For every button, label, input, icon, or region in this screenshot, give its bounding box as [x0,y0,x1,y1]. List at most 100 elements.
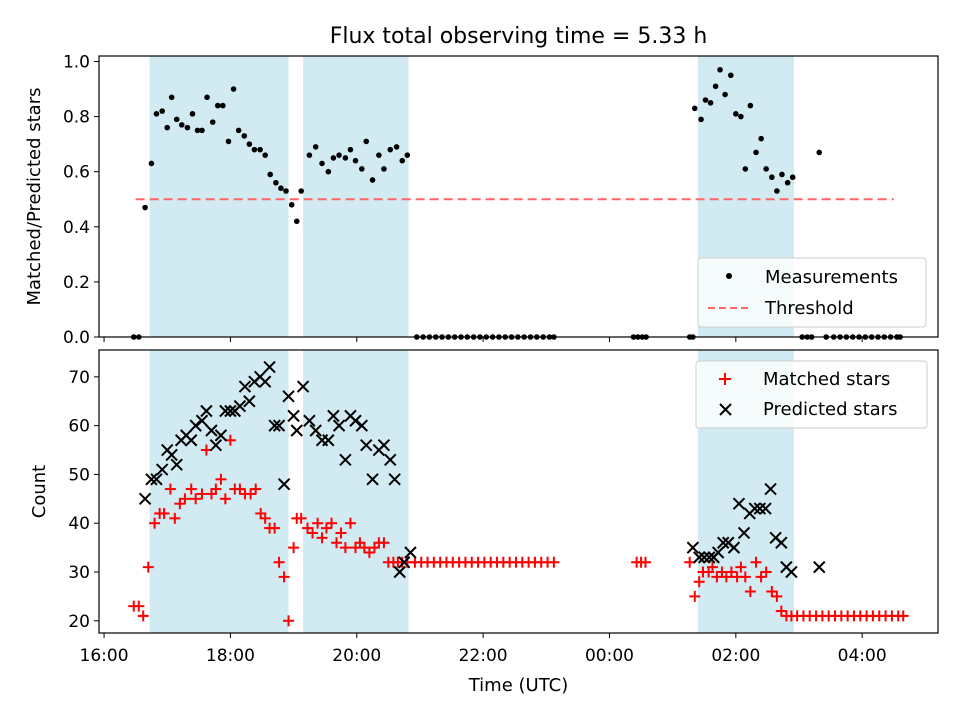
predicted-star-point [296,380,310,393]
measurement-point [747,102,754,109]
predicted-star-point [214,429,228,442]
predicted-star-point [711,546,725,559]
predicted-star-point [209,438,223,452]
measurement-point [230,86,237,92]
matched-star-point [210,483,222,495]
matched-star-point [215,473,227,485]
predicted-star-point [748,502,761,515]
measurement-point [753,149,759,156]
measurement-point [241,133,248,139]
measurement-point [763,166,769,172]
measurement-point [381,166,387,172]
measurement-point [399,157,406,164]
legend-label-threshold: Threshold [764,298,854,319]
predicted-star-point [377,438,391,452]
predicted-star-point [404,546,417,559]
matched-star-point [158,507,170,519]
legend-marker-matched [719,373,731,385]
matched-star-point [219,493,231,505]
legend-marker-predicted [719,403,732,416]
measurement-point [393,144,400,150]
matched-star-point [344,517,356,529]
measurement-point [738,113,744,120]
predicted-star-point [282,390,295,403]
measurement-point [194,127,201,134]
predicted-star-point [277,477,291,491]
bottom-x-tick-label: 00:00 [585,646,634,666]
bottom-plot-frame [98,349,939,634]
measurement-point [702,97,709,103]
measurement-point [733,111,739,117]
x-axis-label: Time (UTC) [468,675,569,696]
measurement-point [336,152,342,158]
matched-star-point [312,517,324,529]
matched-star-point [179,493,191,505]
measurement-point [404,152,411,158]
predicted-star-point [170,458,183,471]
measurement-point [722,91,728,98]
matched-star-point [693,576,705,588]
predicted-star-point [233,399,247,413]
legend-label-measurements: Measurements [765,267,898,288]
measurement-point [774,188,780,194]
top-y-ticks: 0.0 0.2 0.4 0.6 0.8 1.0 [63,53,99,348]
matched-star-point [149,517,161,529]
measurement-point [209,119,216,125]
measurement-point [769,174,775,181]
predicted-star-point [224,404,237,418]
predicted-star-point [243,395,256,408]
predicted-star-point [150,473,163,486]
matched-star-point [142,561,154,573]
measurement-point [779,171,785,178]
predicted-star-point [287,409,300,423]
predicted-star-point [366,473,379,486]
matched-star-point [775,605,787,617]
measurement-point [225,138,232,145]
predicted-star-point [753,502,767,515]
predicted-star-point [145,473,158,486]
measurement-point [342,155,349,161]
predicted-star-point [138,492,152,506]
matched-star-point [706,561,718,573]
matched-star-point [331,537,343,549]
bottom-x-tick-label: 18:00 [206,646,255,666]
measurement-point [278,185,284,192]
predicted-star-point [327,409,340,423]
measurement-point [312,144,319,150]
predicted-star-point [268,419,281,432]
matched-star-point [174,498,186,510]
measurement-point [742,166,749,172]
predicted-star-point [692,551,706,564]
predicted-star-point [200,404,213,418]
top-y-tick-label: 0.6 [63,163,90,183]
matched-star-point [316,532,328,544]
matched-star-point [771,590,783,602]
predicted-star-point [185,434,198,447]
matched-star-point [725,566,737,578]
measurement-point [698,116,704,123]
matched-star-point [320,522,332,534]
measurement-point [293,218,300,225]
predicted-star-point [393,565,406,579]
measurement-point [220,102,226,109]
predicted-star-point [258,375,272,388]
measurement-point [330,155,337,161]
measurement-point [363,138,370,145]
top-x-ticks [103,337,863,342]
measurement-point [707,100,714,106]
matched-star-point [378,537,390,549]
matched-star-point [245,488,257,500]
matched-star-point [720,571,732,583]
bottom-x-tick-label: 04:00 [838,646,887,666]
matched-star-point [295,512,307,524]
matched-star-point [897,610,909,622]
legend-marker-measurements [726,273,732,279]
predicted-star-point [155,463,169,476]
predicted-star-point [737,526,751,540]
measurement-point [306,152,313,158]
measurement-point [712,83,719,90]
measurement-point [319,160,325,167]
measurement-point [347,146,354,153]
matched-star-point [196,488,208,500]
